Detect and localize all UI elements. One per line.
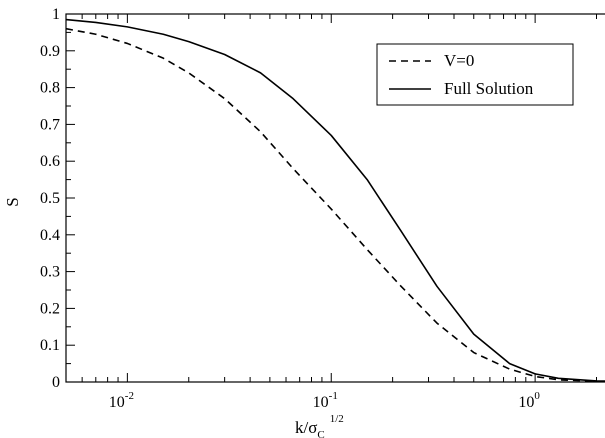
series-layer: [65, 18, 605, 383]
x-tick-exponent: 0: [534, 390, 540, 402]
x-axis-label: k/σC 1/2: [295, 413, 344, 438]
legend-box: [376, 43, 574, 106]
y-tick-label: 0.6: [40, 153, 60, 170]
legend-label-full: Full Solution: [444, 79, 534, 98]
x-tick-base: 10: [313, 394, 329, 411]
x-tick-exponent: -1: [329, 390, 338, 402]
y-tick-label: 0.2: [40, 300, 60, 317]
y-tick-label: 0.1: [40, 337, 60, 354]
series-line-full-solution: [65, 18, 605, 382]
x-tick-exponent: -2: [125, 390, 134, 402]
legend: V=0 Full Solution: [376, 43, 574, 106]
plot-frame: [65, 13, 605, 383]
y-tick-label: 0.8: [40, 80, 60, 97]
y-tick-label: 0.7: [40, 116, 60, 133]
y-tick-label: 0.3: [40, 264, 60, 281]
x-axis-label-sub: C: [317, 429, 324, 438]
y-tick-label: 1: [52, 6, 60, 23]
x-axis-label-base: k/σ: [295, 418, 317, 437]
x-tick-label: 10-2: [109, 390, 134, 411]
y-tick-label: 0.9: [40, 43, 60, 60]
y-ticks: 0 0.1 0.2 0.3 0.4 0.5 0.6 0.7 0.8 0.9 1: [40, 6, 60, 391]
y-tick-label: 0: [52, 374, 60, 391]
x-tick-base: 10: [518, 394, 534, 411]
y-tick-label: 0.5: [40, 190, 60, 207]
x-axis-label-sup: 1/2: [330, 413, 344, 425]
x-tick-label: 100: [518, 390, 540, 411]
y-axis-label: S: [3, 197, 22, 206]
x-tick-label: 10-1: [313, 390, 338, 411]
x-tick-base: 10: [109, 394, 125, 411]
y-tick-label: 0.4: [40, 227, 60, 244]
legend-label-v0: V=0: [444, 51, 474, 70]
x-ticks: 10-210-1100101: [109, 390, 541, 411]
